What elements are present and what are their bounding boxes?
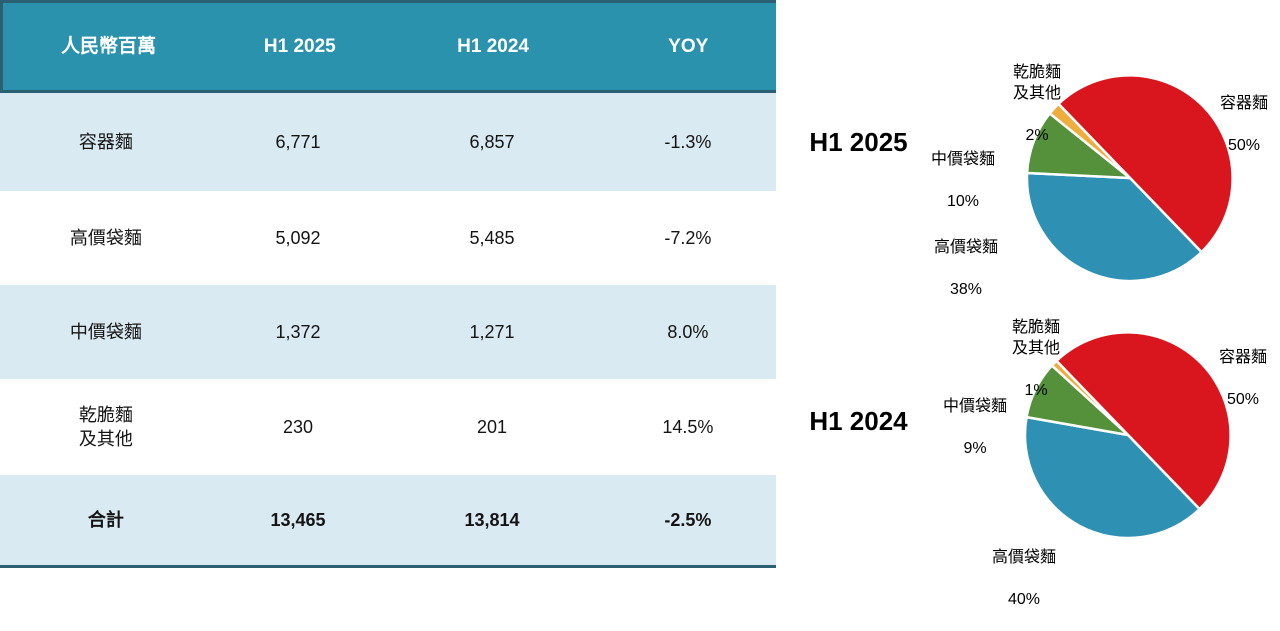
row-label: 容器麵 <box>78 132 133 152</box>
value-h1-2024: 6,857 <box>469 132 515 152</box>
value-h1-2025: 230 <box>282 417 313 437</box>
noodle-sales-table: 人民幣百萬 H1 2025 H1 2024 YOY 容器麵 6,771 6,85… <box>0 0 776 568</box>
slice-label-mid-price-bag: 中價袋麵 9% <box>915 375 1035 480</box>
header-h1-2025: H1 2025 <box>263 35 336 57</box>
value-h1-2024: 13,814 <box>464 510 520 530</box>
pie-title-h1-2025: H1 2025 <box>809 127 908 157</box>
slice-label-value: 38% <box>949 281 983 298</box>
pie-title-h1-2024: H1 2024 <box>809 406 908 436</box>
header-unit-label: 人民幣百萬 <box>61 35 157 57</box>
slice-label-value: 50% <box>1227 137 1261 154</box>
table-row-crispy-noodles-others: 乾脆麵 及其他 230 201 14.5% <box>0 379 776 475</box>
pie-slice-3 <box>1050 359 1130 437</box>
value-h1-2024: 201 <box>476 417 507 437</box>
value-yoy: -1.3% <box>664 132 712 152</box>
row-label: 中價袋麵 <box>69 322 142 342</box>
slide-canvas: { "chart_data": [ { "type": "table", "ti… <box>0 0 1280 608</box>
table-row-mid-price-bag-noodles: 中價袋麵 1,372 1,271 8.0% <box>0 285 776 379</box>
value-h1-2025: 1,372 <box>275 322 321 342</box>
slice-label-container-noodles: 容器麵 50% <box>1184 72 1280 177</box>
slice-label-mid-price-bag: 中價袋麵 10% <box>903 128 1023 233</box>
table-row-premium-bag-noodles: 高價袋麵 5,092 5,485 -7.2% <box>0 191 776 285</box>
slice-label-text: 乾脆麵 及其他 <box>1011 319 1060 357</box>
pie-slice-0 <box>1055 331 1232 511</box>
slice-label-text: 中價袋麵 <box>942 398 1007 415</box>
slice-label-premium-bag: 高價袋麵 40% <box>964 526 1084 631</box>
pie-h1-2025 <box>1025 74 1234 283</box>
pie-slice-3 <box>1048 102 1132 180</box>
slice-label-text: 中價袋麵 <box>930 151 995 168</box>
pie-slice-1 <box>1023 415 1201 540</box>
slice-label-crispy-others: 乾脆麵 及其他 1% <box>976 296 1096 422</box>
pie-h1-2024 <box>1023 331 1232 540</box>
value-yoy: -7.2% <box>664 228 712 248</box>
value-yoy: 8.0% <box>667 322 709 342</box>
slice-label-container-noodles: 容器麵 50% <box>1183 326 1280 431</box>
slice-label-value: 1% <box>1024 382 1048 399</box>
slice-label-premium-bag: 高價袋麵 38% <box>906 216 1026 321</box>
slice-label-value: 2% <box>1025 127 1049 144</box>
table-row-container-noodles: 容器麵 6,771 6,857 -1.3% <box>0 93 776 191</box>
slice-label-text: 乾脆麵 及其他 <box>1012 64 1061 102</box>
slice-label-crispy-others: 乾脆麵 及其他 2% <box>977 41 1097 167</box>
table-row-total: 合計 13,465 13,814 -2.5% <box>0 475 776 568</box>
slice-label-value: 10% <box>946 193 980 210</box>
row-label: 高價袋麵 <box>69 228 142 248</box>
slice-label-value: 9% <box>963 440 987 457</box>
header-yoy: YOY <box>668 35 709 57</box>
slice-label-text: 容器麵 <box>1219 95 1268 112</box>
slice-label-value: 40% <box>1007 591 1041 608</box>
table-header-row: 人民幣百萬 H1 2025 H1 2024 YOY <box>0 0 776 93</box>
slice-label-value: 50% <box>1226 391 1260 408</box>
value-h1-2025: 6,771 <box>275 132 321 152</box>
slice-label-text: 容器麵 <box>1218 349 1267 366</box>
slice-label-text: 高價袋麵 <box>991 549 1056 566</box>
pie-slice-1 <box>1025 171 1203 283</box>
value-yoy: -2.5% <box>664 510 712 530</box>
row-label: 乾脆麵 及其他 <box>78 405 133 449</box>
header-h1-2024: H1 2024 <box>457 35 529 57</box>
value-h1-2024: 1,271 <box>469 322 515 342</box>
pie-slice-0 <box>1057 74 1234 254</box>
value-h1-2025: 5,092 <box>275 228 321 248</box>
slice-label-text: 高價袋麵 <box>933 239 998 256</box>
value-h1-2025: 13,465 <box>270 510 326 530</box>
value-h1-2024: 5,485 <box>469 228 515 248</box>
value-yoy: 14.5% <box>662 417 714 437</box>
row-label: 合計 <box>87 510 124 530</box>
